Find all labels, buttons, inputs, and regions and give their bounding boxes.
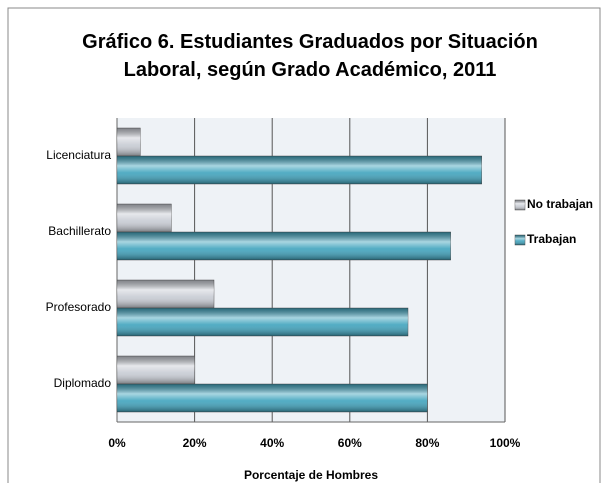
bar [116, 383, 428, 413]
bar [116, 279, 215, 309]
x-tick-label: 40% [260, 436, 284, 450]
bar [116, 307, 409, 337]
bar [116, 127, 141, 157]
x-tick-label: 0% [108, 436, 126, 450]
x-axis-label: Porcentaje de Hombres [244, 468, 378, 482]
legend-swatch-shine [515, 200, 525, 210]
y-tick-label: Licenciatura [46, 148, 111, 162]
x-tick-label: 20% [183, 436, 207, 450]
y-tick-label: Bachillerato [48, 224, 111, 238]
y-tick-label: Diplomado [54, 376, 112, 390]
x-tick-label: 100% [490, 436, 521, 450]
chart-title: Gráfico 6. Estudiantes Graduados por Sit… [82, 31, 538, 81]
bar [116, 231, 451, 261]
x-tick-label: 60% [338, 436, 362, 450]
bar [116, 155, 482, 185]
legend-swatch-shine [515, 235, 525, 245]
legend-label: No trabajan [527, 197, 593, 211]
y-tick-label: Profesorado [46, 300, 112, 314]
bar [116, 355, 195, 385]
bar [116, 203, 172, 233]
legend-label: Trabajan [527, 232, 576, 246]
x-tick-label: 80% [415, 436, 439, 450]
